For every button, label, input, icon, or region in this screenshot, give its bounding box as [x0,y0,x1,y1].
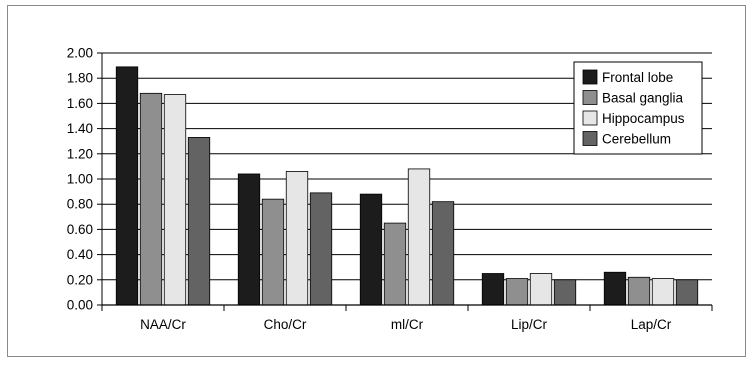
y-axis-tick-labels: 0.00 0.20 0.40 0.60 0.80 1.00 1.20 1.40 1.60 1.80… [67,46,93,313]
legend-label: Hippocampus [602,111,685,126]
bar [187,137,211,306]
legend-swatch [582,90,598,105]
legend-label: Frontal lobe [602,70,673,85]
bar [115,66,139,306]
bar [627,276,651,306]
x-tick-label: Lip/Cr [511,317,548,332]
bar [383,222,407,306]
bar [285,171,309,306]
y-tick-label: 1.80 [67,71,93,86]
bar [675,279,699,306]
y-tick-label: 1.40 [67,121,93,136]
legend-label: Cerebellum [602,132,671,147]
x-axis-tick-labels: NAA/Cr Cho/Cr ml/Cr Lip/Cr Lap/Cr [140,317,672,332]
x-tick-label: NAA/Cr [140,317,186,332]
x-tick-label: Lap/Cr [631,317,672,332]
bar [651,278,675,306]
x-tick-label: ml/Cr [391,317,424,332]
legend-label: Basal ganglia [602,91,684,106]
y-tick-label: 0.00 [67,298,93,313]
legend-swatch [582,131,598,146]
bar [431,201,455,306]
y-tick-label: 0.80 [67,197,93,212]
y-tick-label: 1.60 [67,96,93,111]
bar [529,273,553,306]
bar [553,279,577,306]
legend-swatch [582,110,598,126]
bar [163,94,187,306]
bar [309,192,333,306]
bar [139,92,163,306]
bar [603,271,627,306]
y-tick-label: 1.00 [67,172,93,187]
bar [407,168,431,306]
bar [359,193,383,306]
y-tick-label: 1.20 [67,146,93,161]
bar [261,198,285,306]
x-tick-label: Cho/Cr [264,317,307,332]
bar [505,278,529,306]
legend-swatch [582,69,598,85]
legend: Frontal lobe Basal ganglia Hippocampus Cere… [573,61,703,155]
y-tick-label: 0.60 [67,222,93,237]
bar [237,173,261,306]
y-tick-label: 0.20 [67,272,93,287]
bars [115,66,699,306]
y-tick-label: 2.00 [67,46,93,61]
axes [101,53,713,311]
y-tick-label: 0.40 [67,247,93,262]
bar [481,273,505,306]
